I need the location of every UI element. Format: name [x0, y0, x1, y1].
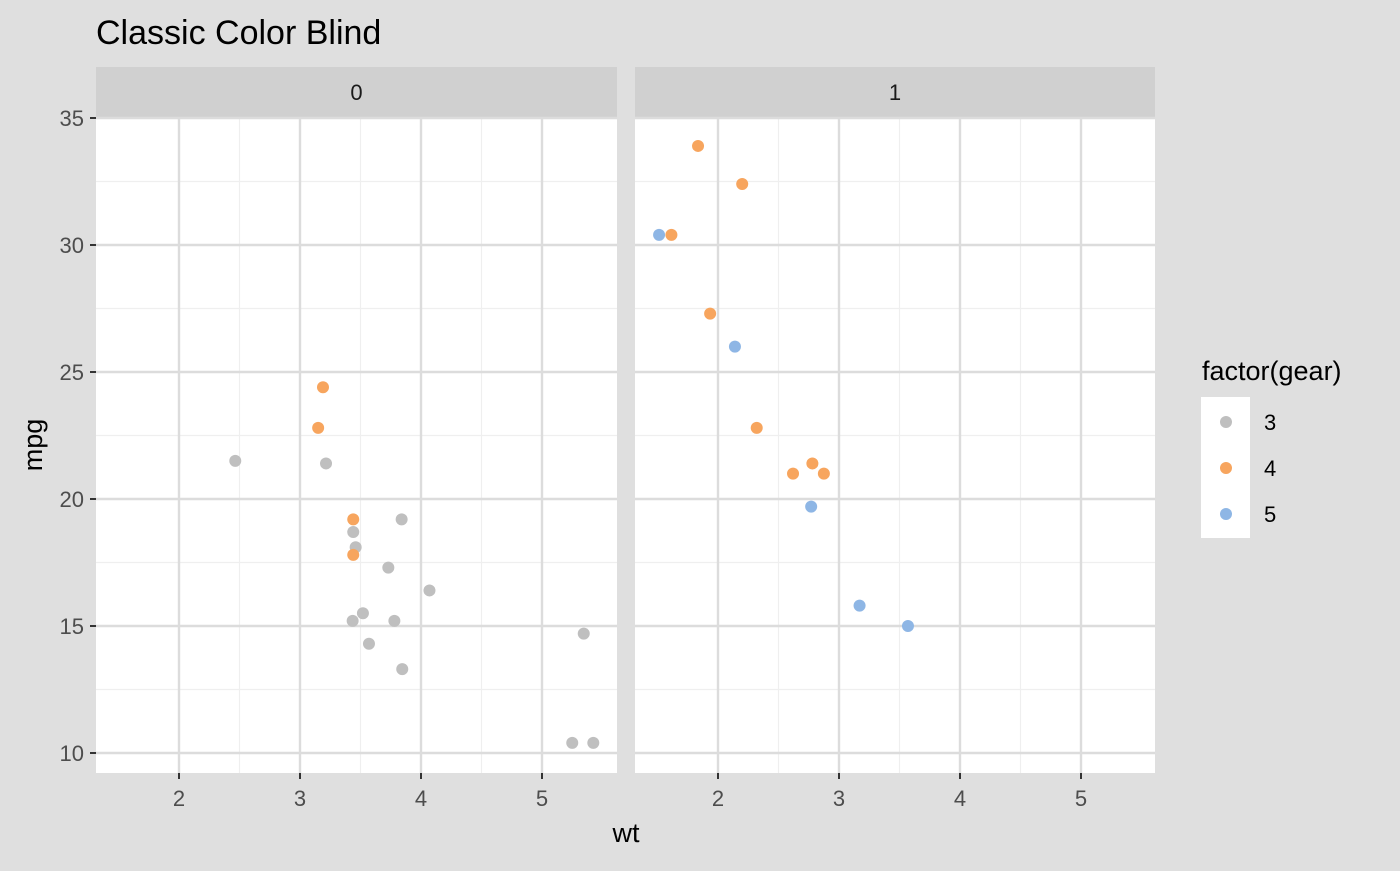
data-point-gear-4	[787, 467, 800, 480]
legend: 3 4 5	[1201, 397, 1276, 538]
legend-label: 4	[1264, 456, 1276, 481]
legend-title: factor(gear)	[1202, 356, 1342, 386]
data-point-gear-3	[362, 637, 375, 650]
x-tick-label: 5	[536, 786, 548, 811]
data-point-gear-5	[853, 599, 866, 612]
data-point-gear-3	[346, 614, 359, 627]
x-tick-label: 4	[954, 786, 966, 811]
data-point-gear-3	[356, 607, 369, 620]
data-point-gear-3	[566, 736, 579, 749]
data-point-gear-4	[347, 513, 360, 526]
data-point-gear-3	[388, 614, 401, 627]
data-point-gear-4	[704, 307, 717, 320]
y-tick-label: 35	[60, 106, 84, 131]
facet-strip	[96, 67, 617, 118]
legend-key-gear-4	[1220, 462, 1232, 474]
x-tick-label: 3	[833, 786, 845, 811]
data-point-gear-4	[692, 139, 705, 152]
data-point-gear-5	[728, 340, 741, 353]
y-tick-label: 20	[60, 487, 84, 512]
data-point-gear-3	[587, 736, 600, 749]
data-point-gear-5	[653, 228, 666, 241]
panel-background	[635, 118, 1155, 773]
y-tick-label: 15	[60, 614, 84, 639]
facet-panel-1: 1 2 3 4 5	[635, 67, 1155, 811]
x-tick-label: 4	[415, 786, 427, 811]
facet-strip-label: 0	[350, 80, 362, 105]
data-point-gear-4	[806, 457, 819, 470]
facet-panel-0: 0 2 3 4 5	[96, 67, 617, 811]
legend-key-gear-5	[1220, 508, 1232, 520]
data-point-gear-4	[316, 381, 329, 394]
data-point-gear-3	[577, 627, 590, 640]
data-point-gear-3	[395, 513, 408, 526]
y-tick-label: 10	[60, 741, 84, 766]
legend-key-gear-3	[1220, 416, 1232, 428]
data-point-gear-3	[320, 457, 333, 470]
x-tick-label: 2	[712, 786, 724, 811]
legend-label: 5	[1264, 502, 1276, 527]
facet-strip-label: 1	[889, 80, 901, 105]
x-tick-label: 3	[294, 786, 306, 811]
data-point-gear-3	[382, 561, 395, 574]
legend-label: 3	[1264, 410, 1276, 435]
data-point-gear-4	[312, 421, 325, 434]
data-point-gear-5	[805, 500, 818, 513]
data-point-gear-3	[229, 454, 242, 467]
data-point-gear-4	[736, 178, 749, 191]
data-point-gear-3	[347, 526, 360, 539]
y-tick-label: 25	[60, 360, 84, 385]
data-point-gear-4	[817, 467, 830, 480]
x-tick-label: 5	[1075, 786, 1087, 811]
y-axis: 10 15 20 25 30 35	[60, 106, 96, 766]
panel-background	[96, 118, 617, 773]
data-point-gear-5	[901, 620, 914, 632]
x-axis-label: wt	[612, 818, 640, 848]
chart-title: Classic Color Blind	[96, 14, 381, 52]
y-axis-label: mpg	[18, 419, 48, 472]
facet-strip	[635, 67, 1155, 118]
data-point-gear-3	[396, 663, 409, 676]
y-tick-label: 30	[60, 233, 84, 258]
data-point-gear-4	[750, 421, 763, 434]
data-point-gear-4	[665, 228, 678, 241]
data-point-gear-3	[423, 584, 436, 597]
data-point-gear-4	[347, 548, 360, 561]
x-tick-label: 2	[173, 786, 185, 811]
